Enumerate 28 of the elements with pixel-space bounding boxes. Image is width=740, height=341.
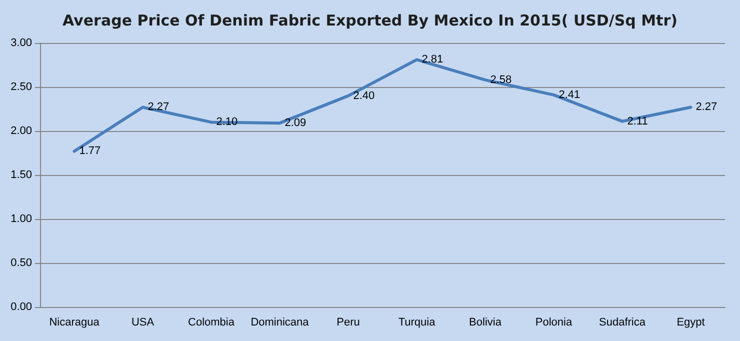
x-tick-label: Nicaragua: [49, 316, 100, 328]
chart-title: Average Price Of Denim Fabric Exported By Mexico In 2015( USD/Sq Mtr): [62, 12, 678, 30]
y-tick-label: 0.50: [10, 257, 32, 269]
data-label: 2.27: [696, 101, 718, 114]
data-label: 1.77: [79, 145, 101, 158]
data-label: 2.81: [422, 54, 444, 66]
x-tick-label: Dominicana: [250, 316, 310, 328]
y-tick-label: 3.00: [10, 37, 32, 49]
x-tick-label: Colombia: [188, 316, 236, 328]
x-tick-label: Bolivia: [469, 316, 502, 328]
data-label: 2.11: [627, 115, 648, 128]
x-tick-label: Peru: [336, 316, 360, 328]
x-tick-label: USA: [131, 316, 155, 328]
y-tick-label: 2.00: [10, 125, 32, 137]
data-label: 2.09: [284, 117, 306, 130]
x-tick-label: Turquia: [398, 316, 436, 328]
y-tick-label: 2.50: [10, 81, 32, 93]
y-tick-label: 1.00: [10, 213, 32, 225]
data-label: 2.41: [558, 88, 580, 101]
x-tick-label: Sudafrica: [599, 316, 646, 328]
data-label: 2.58: [490, 74, 512, 86]
data-label: 2.27: [148, 101, 170, 114]
x-tick-label: Egypt: [676, 316, 705, 328]
data-label: 2.10: [216, 116, 238, 128]
y-tick-label: 1.50: [10, 169, 32, 181]
y-tick-label: 0.00: [10, 301, 32, 313]
data-label: 2.40: [353, 90, 375, 102]
x-tick-label: Polonia: [535, 316, 573, 328]
